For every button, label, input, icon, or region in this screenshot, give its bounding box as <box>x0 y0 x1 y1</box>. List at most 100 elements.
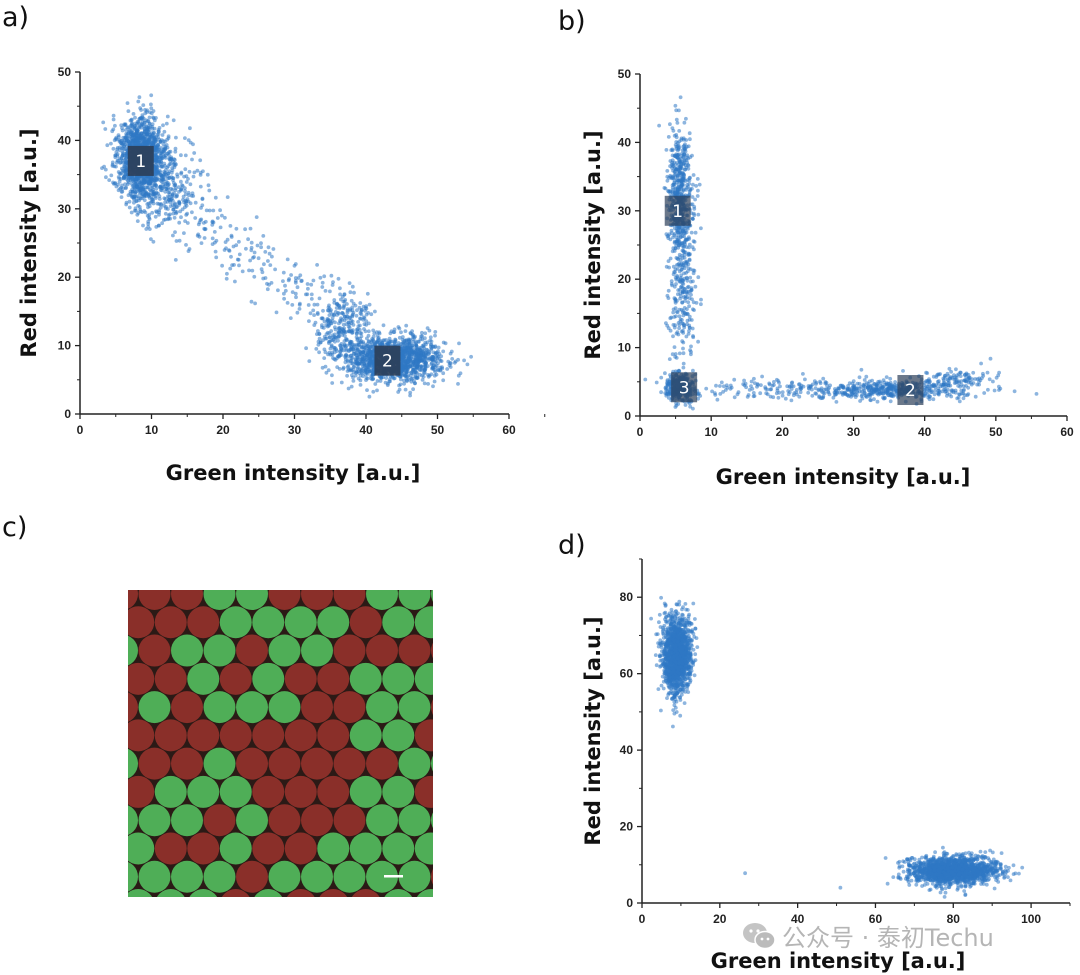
data-point <box>192 170 197 175</box>
data-point <box>744 385 748 390</box>
data-point <box>670 188 675 193</box>
data-point <box>755 384 759 389</box>
data-point <box>349 361 354 366</box>
data-point <box>362 347 367 352</box>
data-point <box>313 320 318 325</box>
data-point <box>434 364 439 368</box>
data-point <box>354 313 359 318</box>
data-point <box>147 115 152 120</box>
data-point <box>112 138 117 143</box>
data-point <box>285 301 290 305</box>
data-point <box>198 173 203 177</box>
data-point <box>879 387 883 392</box>
data-point <box>314 347 319 351</box>
data-point <box>423 331 428 336</box>
data-point <box>179 215 183 220</box>
data-point <box>230 263 235 268</box>
data-point <box>111 146 116 151</box>
data-point <box>692 204 697 209</box>
data-point <box>248 258 253 263</box>
data-point <box>261 234 266 238</box>
data-point <box>113 123 117 128</box>
data-point <box>204 208 209 213</box>
data-point <box>367 302 372 307</box>
data-point <box>196 232 201 237</box>
data-point <box>789 398 794 403</box>
y-tick-label: 0 <box>64 407 71 421</box>
data-point <box>237 263 241 268</box>
data-point <box>120 189 125 194</box>
data-point <box>673 267 678 272</box>
data-point <box>160 133 165 137</box>
data-point <box>121 186 125 191</box>
data-point <box>218 225 223 230</box>
data-point <box>945 394 949 398</box>
data-point <box>309 297 314 301</box>
data-point <box>175 194 179 199</box>
data-point <box>218 208 223 213</box>
data-point <box>681 144 686 149</box>
data-point <box>181 197 185 202</box>
data-point <box>119 141 124 146</box>
data-point <box>357 352 362 356</box>
data-point <box>163 184 168 189</box>
data-point <box>776 379 781 383</box>
data-point <box>212 230 217 234</box>
data-point <box>659 390 663 395</box>
data-point <box>161 123 165 128</box>
data-point <box>373 382 378 386</box>
data-point <box>103 167 108 172</box>
data-point <box>162 172 166 177</box>
data-point <box>161 142 166 147</box>
data-point <box>349 348 354 352</box>
data-point <box>404 338 409 343</box>
data-point <box>681 289 685 294</box>
data-point <box>354 353 358 357</box>
data-point <box>358 383 363 387</box>
data-point <box>676 174 680 178</box>
data-point <box>145 132 150 137</box>
data-point <box>469 354 473 359</box>
data-point <box>715 397 720 402</box>
data-point <box>135 185 139 190</box>
data-point <box>193 200 198 205</box>
data-point <box>249 299 254 304</box>
data-point <box>814 392 819 396</box>
data-point <box>157 212 161 217</box>
data-point <box>109 141 113 146</box>
data-point <box>139 108 144 112</box>
data-point <box>343 334 347 338</box>
data-point <box>100 166 104 171</box>
data-point <box>174 210 179 215</box>
data-point <box>672 325 677 330</box>
data-point <box>358 336 362 341</box>
data-point <box>670 158 675 163</box>
data-point <box>683 296 688 300</box>
data-point <box>174 205 179 209</box>
data-point <box>156 223 161 228</box>
data-point <box>356 362 360 367</box>
data-point <box>427 328 432 333</box>
data-point <box>101 120 106 125</box>
data-point <box>321 316 325 321</box>
data-point <box>180 207 185 212</box>
data-point <box>173 161 177 166</box>
data-point <box>126 178 130 183</box>
data-point <box>348 353 353 358</box>
data-point <box>687 329 691 333</box>
data-point <box>665 378 670 383</box>
data-point <box>361 374 365 378</box>
data-point <box>149 93 154 98</box>
data-point <box>675 121 680 125</box>
data-point <box>254 215 259 220</box>
data-point <box>234 226 239 231</box>
data-point <box>237 239 241 244</box>
data-point <box>304 346 308 351</box>
data-point <box>163 197 168 201</box>
data-point <box>681 346 685 351</box>
data-point <box>366 311 371 315</box>
data-point <box>397 383 401 388</box>
data-point <box>191 142 195 147</box>
data-point <box>375 388 379 393</box>
data-point <box>124 185 128 190</box>
